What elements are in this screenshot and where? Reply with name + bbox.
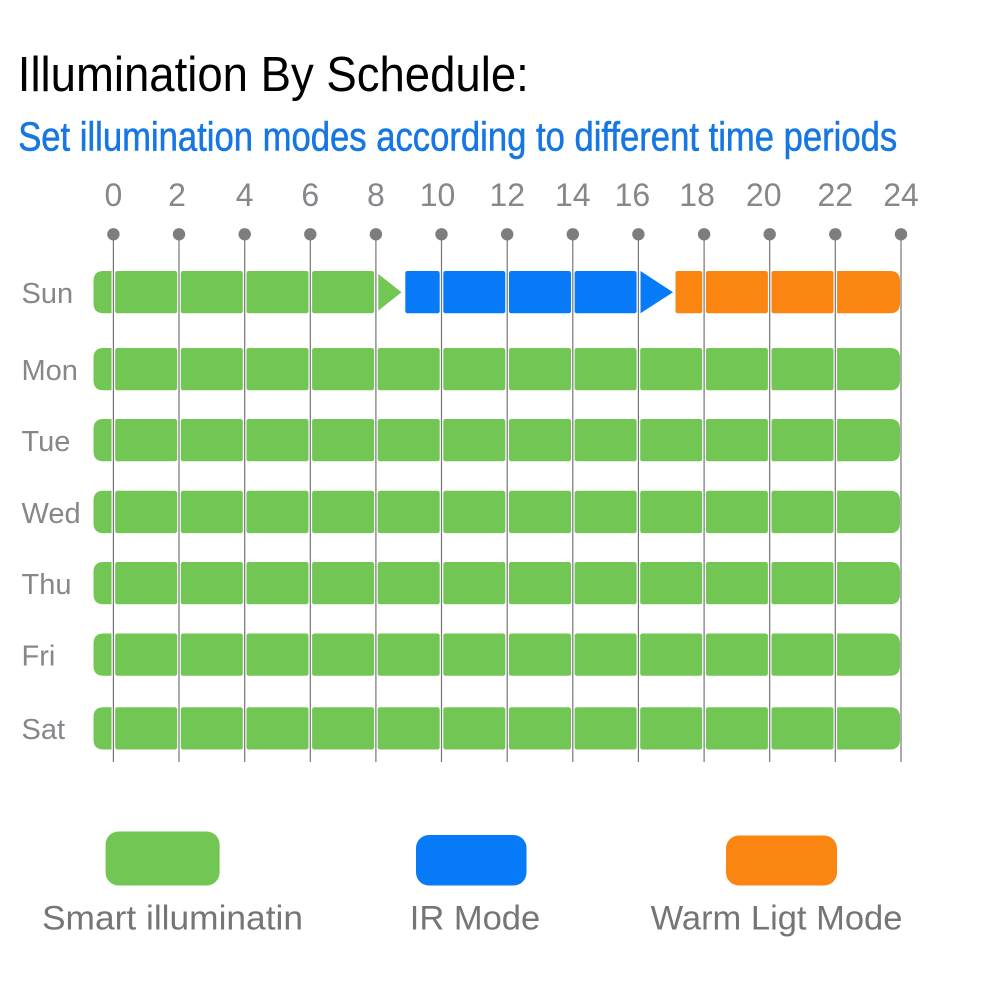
svg-text:12: 12 (489, 177, 525, 213)
svg-text:10: 10 (420, 177, 456, 213)
svg-text:Sun: Sun (22, 278, 74, 310)
svg-text:Warm Ligt Mode: Warm Ligt Mode (651, 900, 903, 938)
svg-text:4: 4 (236, 177, 254, 213)
svg-text:2: 2 (168, 177, 186, 213)
svg-text:IR Mode: IR Mode (410, 900, 540, 938)
svg-text:8: 8 (367, 177, 385, 213)
svg-text:Thu: Thu (22, 569, 72, 601)
svg-text:Fri: Fri (22, 641, 56, 673)
svg-text:16: 16 (615, 177, 651, 213)
svg-text:Set illumination modes accordi: Set illumination modes according to diff… (18, 113, 897, 159)
svg-text:Illumination By Schedule:: Illumination By Schedule: (18, 47, 529, 102)
svg-text:22: 22 (818, 177, 854, 213)
svg-text:0: 0 (105, 177, 123, 213)
svg-text:Smart illuminatin: Smart illuminatin (42, 900, 303, 938)
svg-text:6: 6 (301, 177, 319, 213)
svg-text:Mon: Mon (22, 355, 78, 387)
svg-text:Wed: Wed (22, 498, 81, 530)
svg-text:24: 24 (883, 177, 919, 213)
svg-text:20: 20 (746, 177, 782, 213)
svg-text:18: 18 (679, 177, 715, 213)
svg-text:Sat: Sat (22, 714, 66, 746)
svg-text:14: 14 (555, 177, 591, 213)
svg-text:Tue: Tue (22, 426, 71, 458)
